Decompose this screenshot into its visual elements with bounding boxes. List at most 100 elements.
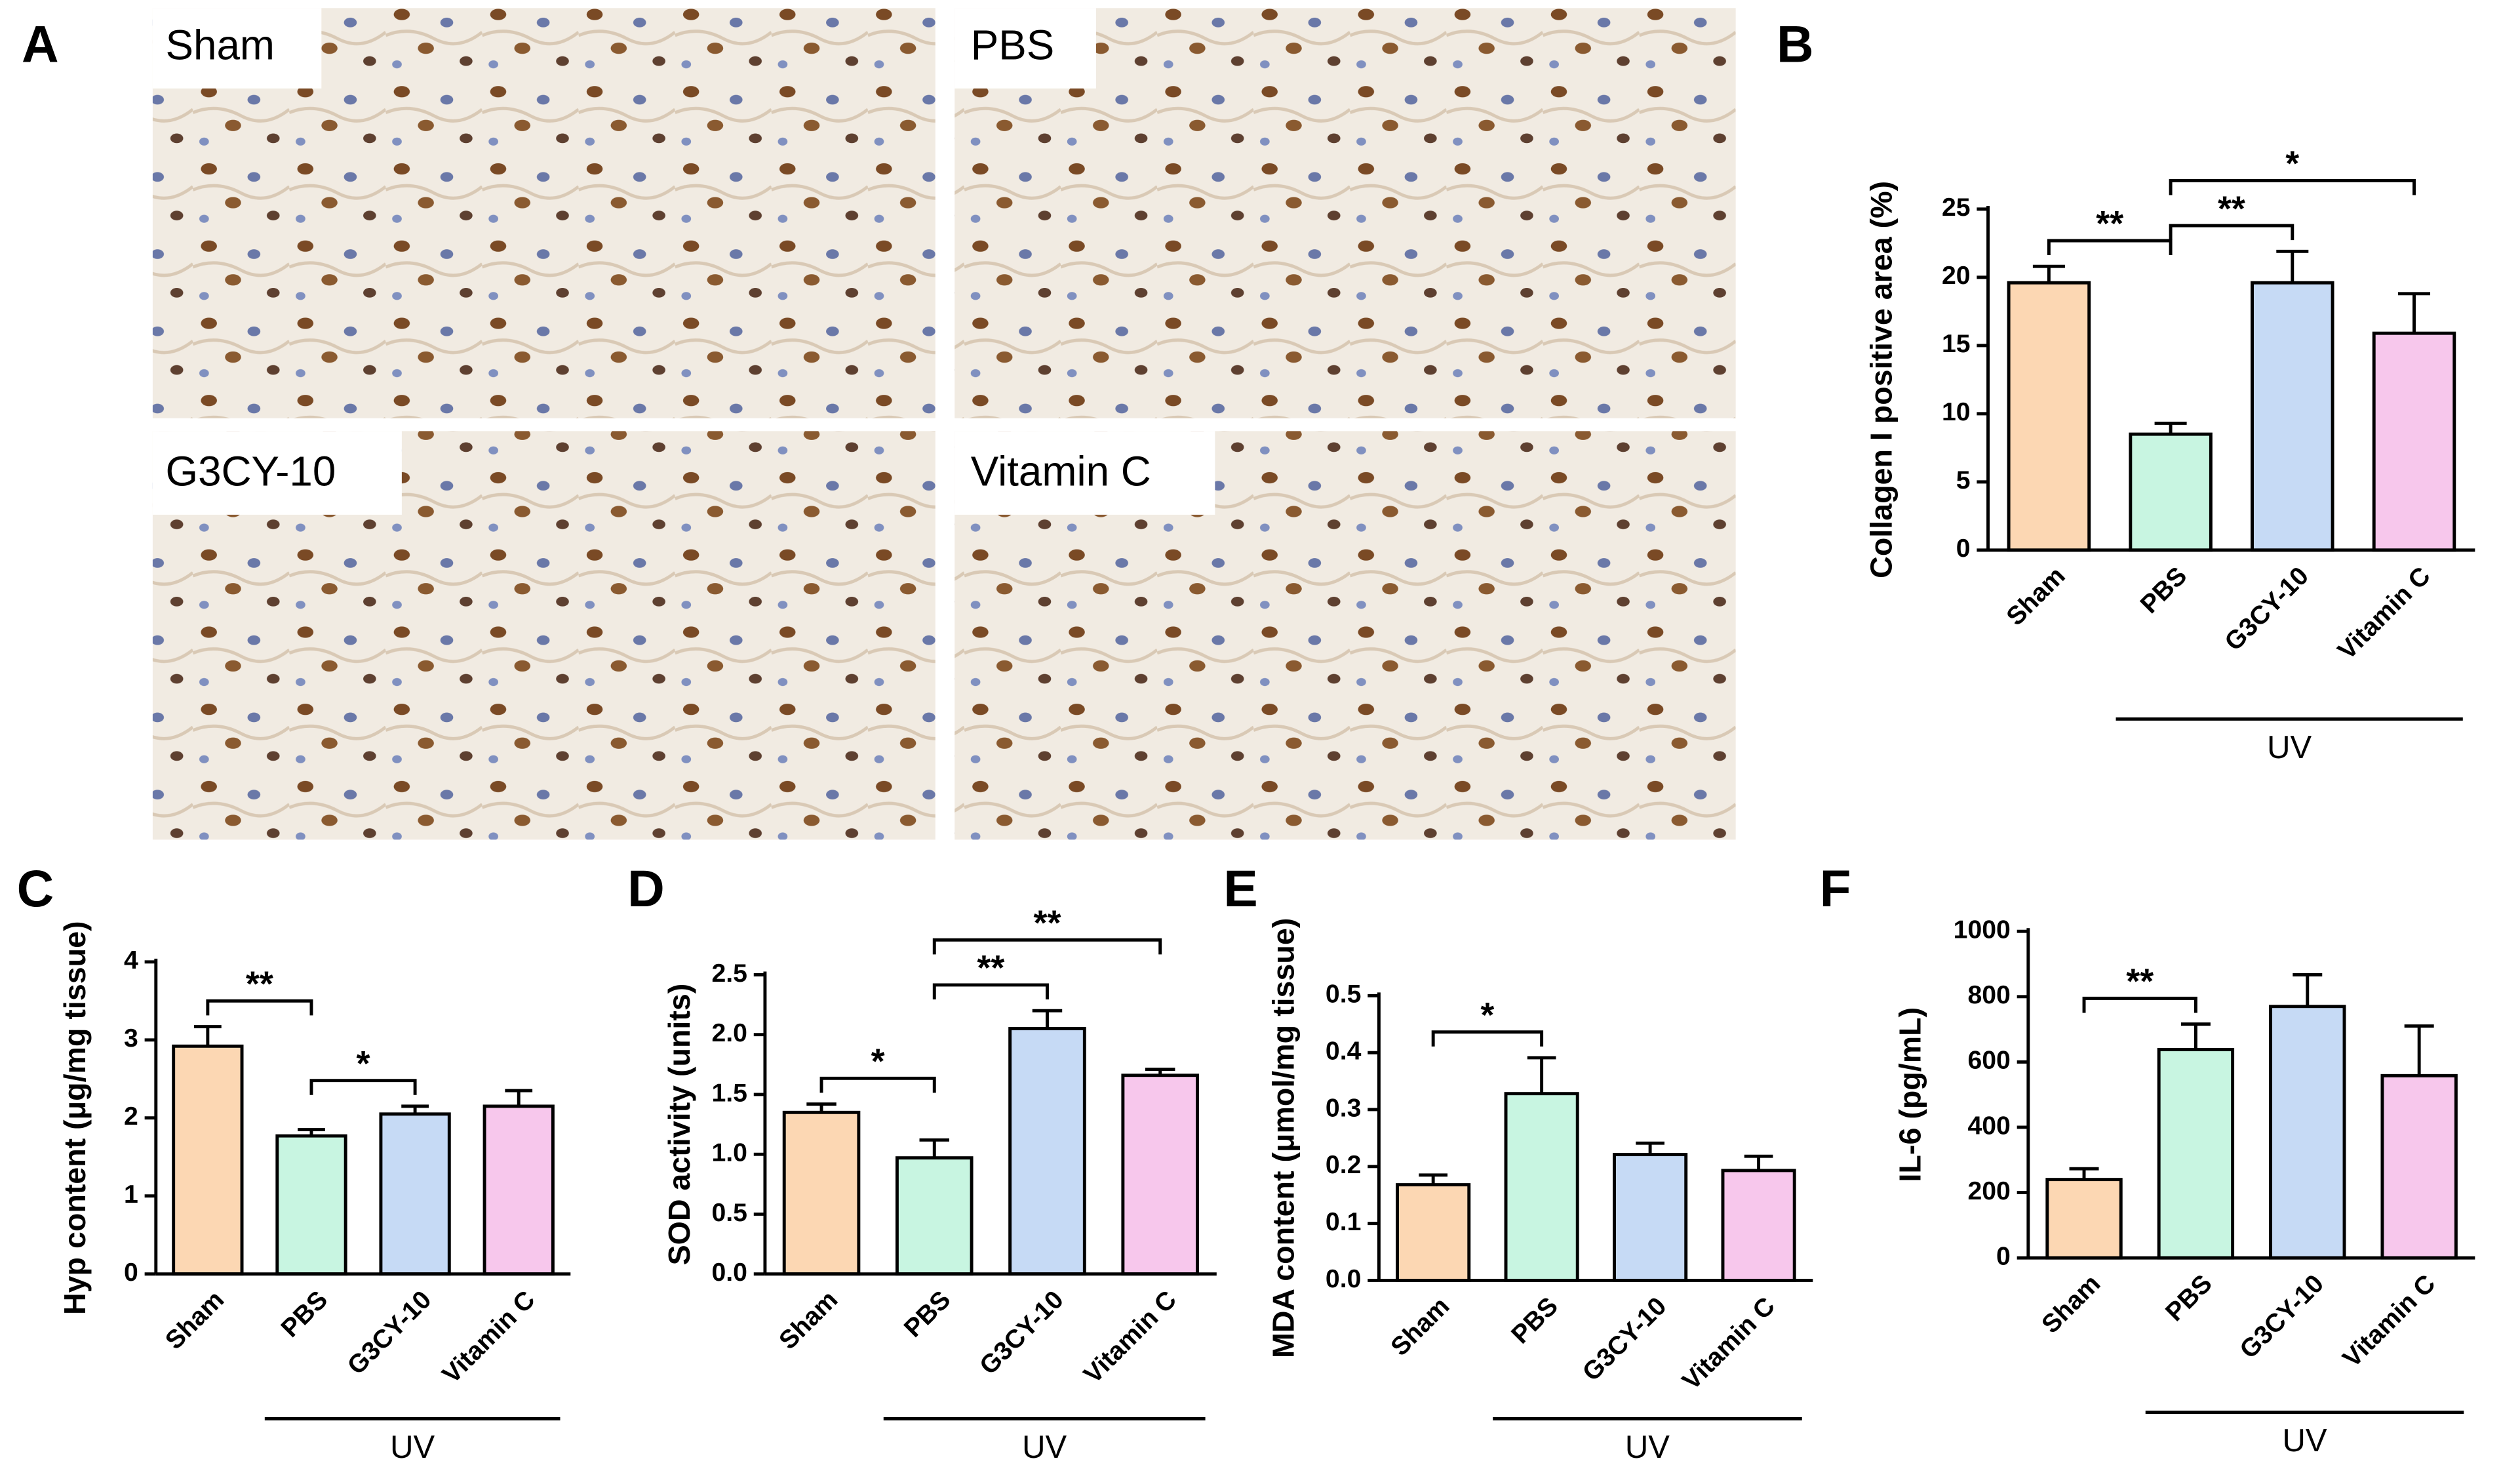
label-box (152, 431, 402, 515)
x-tick-label: G3CY-10 (974, 1285, 1069, 1380)
bar (1008, 1027, 1086, 1276)
y-tick-label: 1000 (1954, 915, 2011, 944)
significance-label: * (2285, 144, 2299, 184)
bar (2251, 281, 2334, 552)
panel-letter: B (1777, 15, 1814, 73)
bar (782, 1110, 861, 1276)
x-tick-label: PBS (275, 1285, 333, 1343)
y-tick-label: 600 (1967, 1046, 2010, 1075)
x-tick-label: Vitamin C (437, 1285, 540, 1390)
y-tick-label: 2.5 (711, 959, 747, 988)
significance-bracket (932, 983, 1049, 1000)
x-tick-label: Sham (774, 1285, 844, 1356)
significance-label: ** (1033, 903, 1061, 942)
panel-letter: C (17, 860, 54, 917)
bar-chart: D SOD activity (units) 0.0 0.5 1.0 1.5 2.0 2.5 S… (627, 860, 1217, 1465)
bar (2269, 1005, 2346, 1260)
x-tick-label: G3CY-10 (342, 1285, 437, 1380)
y-tick-label: 25 (1942, 193, 1971, 222)
y-tick-label: 800 (1967, 980, 2010, 1009)
bar-chart: B Collagen I positive area (%) 0 5 10 15 20 25 S… (1777, 15, 2475, 765)
image-label: Sham (166, 21, 275, 68)
y-tick-label: 10 (1942, 397, 1971, 426)
bar (482, 1104, 555, 1276)
group-label: UV (1022, 1430, 1067, 1465)
significance-bracket (1431, 1030, 1544, 1047)
significance-label: * (871, 1041, 885, 1081)
group-label: UV (390, 1430, 435, 1465)
y-axis-label: Hyp content (μg/mg tissue) (58, 921, 92, 1315)
bar (1504, 1092, 1579, 1282)
significance-bracket (2082, 996, 2197, 1013)
panel-letter: F (1820, 860, 1851, 917)
significance-label: ** (2126, 962, 2154, 1001)
y-axis-label: Collagen I positive area (%) (1864, 181, 1899, 578)
group-label: UV (2282, 1423, 2327, 1458)
bar (1396, 1183, 1471, 1282)
bar-chart: E MDA content (μmol/mg tissue) 0.0 0.1 0.2 0.… (1223, 860, 1813, 1465)
y-tick-label: 2 (124, 1102, 138, 1131)
y-tick-label: 1.5 (711, 1078, 747, 1107)
group-label: UV (2267, 730, 2312, 765)
y-tick-label: 0 (1956, 534, 1971, 563)
x-tick-label: G3CY-10 (1577, 1291, 1672, 1386)
bar-chart: F IL-6 (pg/mL) 0 200 400 600 800 1000 Sham PBS G3C… (1820, 860, 2475, 1458)
significance-bracket (819, 1076, 936, 1093)
label-box (955, 431, 1215, 515)
bar (275, 1134, 347, 1276)
x-tick-label: G3CY-10 (2219, 561, 2314, 656)
y-tick-label: 200 (1967, 1176, 2010, 1205)
y-axis-label: MDA content (μmol/mg tissue) (1267, 918, 1301, 1358)
bar (2045, 1178, 2123, 1260)
x-tick-label: Vitamin C (2332, 561, 2435, 666)
x-tick-label: Sham (160, 1285, 230, 1356)
bar (895, 1156, 974, 1276)
significance-bracket (932, 938, 1162, 955)
y-tick-label: 1 (124, 1180, 138, 1209)
y-tick-label: 0.0 (711, 1258, 747, 1287)
y-tick-label: 400 (1967, 1111, 2010, 1140)
bar (379, 1112, 451, 1276)
bar (172, 1044, 244, 1276)
bar (2380, 1074, 2458, 1260)
label-box (152, 8, 322, 89)
y-tick-label: 0 (1996, 1241, 2011, 1270)
x-tick-label: Vitamin C (1676, 1291, 1780, 1396)
x-tick-label: PBS (1506, 1291, 1564, 1349)
x-tick-label: G3CY-10 (2234, 1269, 2329, 1364)
significance-label: ** (2218, 189, 2245, 228)
bar (2007, 281, 2091, 552)
x-tick-label: Sham (2036, 1269, 2106, 1339)
bar (2157, 1047, 2235, 1260)
y-tick-label: 0.2 (1326, 1150, 1362, 1179)
x-tick-label: Sham (1385, 1291, 1455, 1361)
x-tick-label: Vitamin C (1078, 1285, 1182, 1390)
y-tick-label: 20 (1942, 261, 1971, 290)
significance-bracket (206, 999, 313, 1016)
y-tick-label: 0.3 (1326, 1093, 1362, 1122)
image-label: G3CY-10 (166, 447, 336, 494)
y-tick-label: 1.0 (711, 1138, 747, 1167)
y-tick-label: 4 (124, 946, 138, 975)
x-tick-label: PBS (2160, 1269, 2218, 1327)
y-tick-label: 0.0 (1326, 1264, 1362, 1293)
significance-bracket (309, 1079, 417, 1095)
x-tick-label: Vitamin C (2337, 1269, 2441, 1373)
bar (2129, 432, 2213, 552)
significance-label: ** (977, 948, 1004, 988)
group-label: UV (1625, 1430, 1670, 1465)
y-tick-label: 0.1 (1326, 1207, 1362, 1236)
bar (1721, 1169, 1796, 1282)
significance-label: * (357, 1044, 370, 1083)
x-tick-label: PBS (2135, 561, 2192, 619)
y-tick-label: 15 (1942, 329, 1971, 358)
bar (1121, 1074, 1199, 1276)
y-tick-label: 0.5 (711, 1198, 747, 1227)
significance-label: ** (246, 964, 273, 1003)
image-label: Vitamin C (971, 447, 1151, 494)
y-axis-label: IL-6 (pg/mL) (1893, 1007, 1927, 1182)
y-axis-label: SOD activity (units) (662, 984, 696, 1266)
y-tick-label: 0.4 (1326, 1036, 1362, 1065)
